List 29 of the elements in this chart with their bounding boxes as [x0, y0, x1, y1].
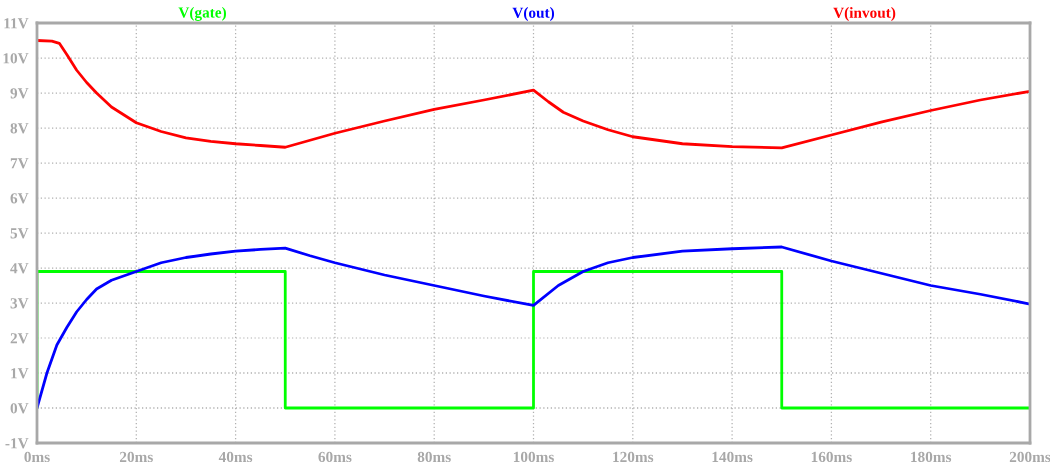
y-tick-label: 7V: [10, 158, 29, 169]
text: V(invout): [833, 7, 896, 21]
y-tick-label: 0V: [10, 403, 29, 414]
x-tick-label: 160ms: [811, 451, 852, 463]
x-tick-label: 20ms: [119, 451, 153, 463]
y-tick-label: 10V: [3, 53, 29, 64]
y-tick-label: 8V: [10, 123, 29, 134]
x-tick-label: 180ms: [911, 451, 952, 463]
y-tick-label: 5V: [10, 228, 29, 239]
line-series: [37, 245, 1030, 410]
x-tick-label: 0ms: [24, 451, 50, 463]
y-tick-label: 6V: [10, 193, 29, 204]
text: V(out): [512, 7, 555, 21]
x-tick-label: 60ms: [318, 451, 352, 463]
x-tick-label: 120ms: [613, 451, 654, 463]
line-series: [37, 39, 1030, 150]
y-tick-label: 11V: [4, 18, 29, 29]
x-tick-label: 80ms: [417, 451, 451, 463]
x-tick-label: 200ms: [1009, 451, 1050, 463]
y-tick-label: 9V: [10, 88, 29, 99]
y-tick-label: 1V: [11, 368, 29, 379]
y-tick-label: 2V: [10, 333, 29, 344]
x-tick-label: 100ms: [513, 451, 554, 463]
x-tick-label: 140ms: [712, 451, 753, 463]
y-tick-label: 4V: [10, 263, 29, 274]
x-tick-label: 40ms: [218, 451, 253, 463]
y-tick-label: 3V: [10, 298, 29, 309]
y-tick-label: -1V: [5, 438, 29, 449]
text: V(gate): [178, 6, 227, 21]
